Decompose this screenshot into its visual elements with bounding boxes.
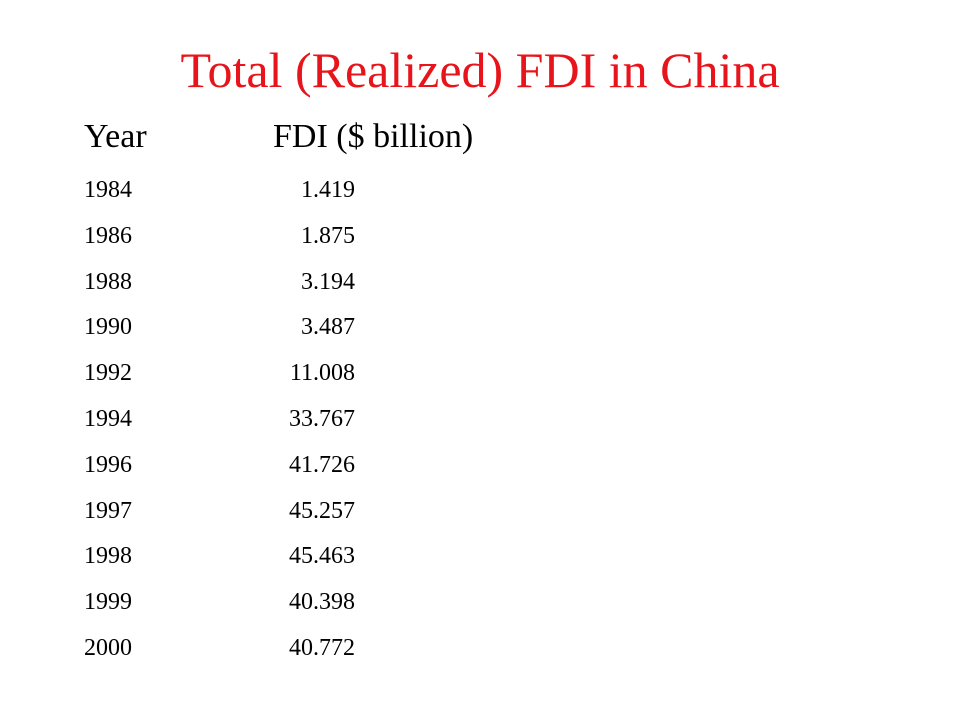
- table-row: 1984 1.419: [84, 170, 484, 216]
- year-cell: 1994: [84, 405, 132, 432]
- year-cell: 1988: [84, 268, 132, 295]
- table-row: 1990 3.487: [84, 307, 484, 353]
- fdi-value-cell: 11.008: [289, 360, 355, 387]
- fdi-value-cell: 45.257: [289, 497, 355, 524]
- fdi-value-cell: 40.772: [289, 634, 355, 661]
- table-row: 2000 40.772: [84, 628, 484, 674]
- fdi-value-cell: 41.726: [289, 451, 355, 478]
- year-cell: 1997: [84, 497, 132, 524]
- fdi-value-cell: 40.398: [289, 589, 355, 616]
- table-body: 1984 1.419 1986 1.875 1988 3.194 1990 3.487 1992…: [84, 170, 484, 674]
- fdi-value-cell: 45.463: [289, 543, 355, 570]
- table-row: 1988 3.194: [84, 262, 484, 308]
- table-header: Year FDI ($ billion): [84, 112, 684, 162]
- fdi-value-cell: 3.194: [301, 268, 355, 295]
- table-row: 1998 45.463: [84, 536, 484, 582]
- table-row: 1996 41.726: [84, 445, 484, 491]
- slide-title: Total (Realized) FDI in China: [180, 42, 780, 98]
- fdi-column-header: FDI ($ billion): [273, 118, 474, 155]
- table-row: 1999 40.398: [84, 582, 484, 628]
- year-cell: 1996: [84, 451, 132, 478]
- year-cell: 1990: [84, 314, 132, 341]
- fdi-value-cell: 3.487: [301, 314, 355, 341]
- year-column-header: Year: [84, 118, 147, 155]
- year-cell: 1998: [84, 543, 132, 570]
- year-cell: 1984: [84, 177, 132, 203]
- table-row: 1997 45.257: [84, 491, 484, 537]
- year-cell: 1986: [84, 222, 132, 249]
- year-cell: 1992: [84, 360, 132, 387]
- fdi-value-cell: 1.875: [301, 222, 355, 249]
- fdi-value-cell: 1.419: [301, 177, 355, 203]
- year-cell: 1999: [84, 589, 132, 616]
- year-cell: 2000: [84, 634, 132, 661]
- table-row: 1994 33.767: [84, 399, 484, 445]
- fdi-value-cell: 33.767: [289, 405, 355, 432]
- table-row: 1986 1.875: [84, 216, 484, 262]
- table-row: 1992 11.008: [84, 353, 484, 399]
- fdi-table: Year FDI ($ billion) 1984 1.419 1986 1.875 1…: [84, 112, 684, 661]
